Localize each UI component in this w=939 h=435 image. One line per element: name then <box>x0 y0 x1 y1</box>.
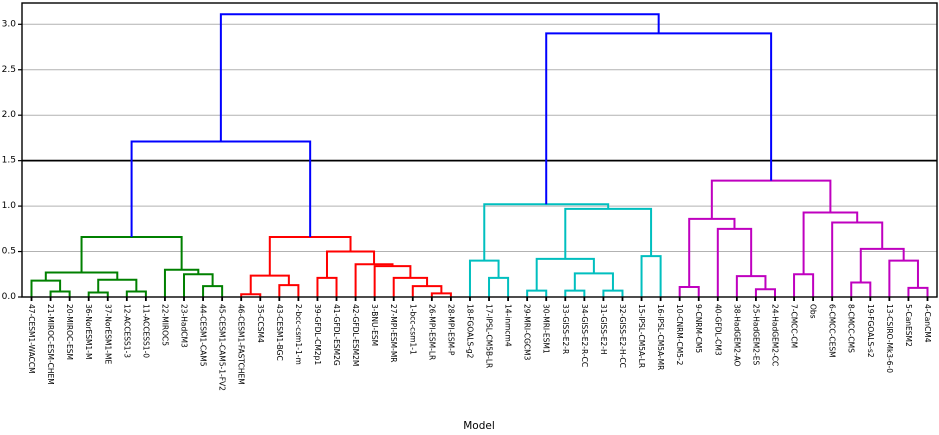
leaf-label: 29-MRI-CGCM3 <box>523 304 532 361</box>
leaf-label: 21-MIROC-ESM-CHEM <box>46 304 55 385</box>
leaf-label: 25-HadGEM2-ES <box>751 304 760 365</box>
leaf-label: 20-MIROC-ESM <box>65 304 74 360</box>
dendrogram-link-C5 <box>602 289 624 297</box>
dendrogram-link-R8 <box>373 265 412 297</box>
dendrogram-link-M4 <box>716 227 753 297</box>
leaf-label: 38-HadGEM2-AO <box>732 304 741 367</box>
y-tick-label: 1.5 <box>2 156 16 166</box>
dendrogram-link-M7 <box>850 281 872 297</box>
leaf-label: 7-CMCC-CM <box>790 304 799 348</box>
leaf-label: 47-CESM1-WACCM <box>27 304 36 374</box>
dendrogram-link-C8 <box>640 255 662 297</box>
leaf-label: 42-GFDL-ESM2M <box>351 304 360 366</box>
leaf-label: 36-NorESM1-M <box>84 304 93 359</box>
leaf-label: 10-CNRM-CM5-2 <box>675 304 684 366</box>
dendrogram-link-C4 <box>564 289 586 297</box>
leaf-label: 3-BNU-ESM <box>370 304 379 346</box>
y-tick-label: 3.0 <box>2 19 17 29</box>
dendrogram-link-G1 <box>49 290 71 297</box>
dendrogram-link-CR <box>483 203 610 261</box>
leaf-label: 5-CanESM2 <box>904 304 913 347</box>
dendrogram-link-RR <box>268 236 352 276</box>
dendrogram-link-C1 <box>488 276 510 297</box>
dendrogram-link-M2 <box>754 288 776 297</box>
leaf-label: 23-HadCM3 <box>180 304 189 348</box>
y-tick-label: 0.5 <box>2 247 16 257</box>
dendrogram-link-C7 <box>535 257 595 291</box>
plot-border <box>21 2 938 298</box>
leaf-label: 45-CESM1-CAM5-1-FV2 <box>218 304 227 391</box>
leaf-label: 8-CMCC-CMS <box>847 304 856 353</box>
dendrogram-link-M6 <box>793 273 815 297</box>
leaf-label: 37-NorESM1-ME <box>103 304 112 364</box>
leaf-label: 40-GFDL-CM3 <box>713 304 722 356</box>
leaf-label: 13-CSIRO-Mk3-6-0 <box>885 304 894 373</box>
y-tick-label: 2.5 <box>2 65 16 75</box>
leaf-label: 46-CESM1-FASTCHEM <box>237 304 246 385</box>
dendrogram-link-B3 <box>219 13 660 142</box>
leaf-label: 15-IPSL-CM5A-LR <box>637 304 646 368</box>
leaf-label: 18-FGOALS-g2 <box>465 304 474 359</box>
leaf-label: 32-GISS-E2-H-CC <box>618 304 627 368</box>
dendrogram-link-M3 <box>735 275 767 297</box>
y-tick-label: 0.0 <box>2 292 17 302</box>
leaf-label: 9-CNRM-CM5 <box>694 304 703 353</box>
dendrogram-link-M11 <box>831 221 884 297</box>
leaf-label: 4-CanCM4 <box>923 304 932 343</box>
leaf-label: 34-GISS-E2-R-CC <box>580 304 589 367</box>
leaf-label: 33-GISS-E2-R <box>561 304 570 354</box>
leaf-label: Obs <box>809 304 818 319</box>
leaf-label: 16-IPSL-CM5A-MR <box>656 304 665 370</box>
leaf-label: 12-ACCESS1-3 <box>122 304 131 358</box>
dendrogram-link-M9 <box>888 259 919 297</box>
leaf-label: 28-MPI-ESM-P <box>446 304 455 356</box>
dendrogram-link-R7 <box>392 276 429 297</box>
leaf-label: 17-IPSL-CM5B-LR <box>485 304 494 368</box>
leaf-label: 22-MIROC5 <box>160 304 169 346</box>
leaf-label: 27-MPI-ESM-MR <box>389 304 398 363</box>
dendrogram-link-M10 <box>859 247 905 283</box>
dendrogram-link-C3 <box>526 289 548 297</box>
leaf-label: 30-MRI-ESM1 <box>542 304 551 354</box>
dendrogram-link-R6 <box>411 285 443 297</box>
y-tick-label: 2.0 <box>2 110 17 120</box>
leaf-label: 35-CCSM4 <box>256 304 265 343</box>
leaf-label: 43-CESM1-BGC <box>275 304 284 361</box>
dendrogram-link-R2 <box>278 284 300 297</box>
dendrogram-link-C6 <box>573 272 614 291</box>
dendrogram-link-B1 <box>130 140 312 238</box>
leaf-label: 19-FGOALS-s2 <box>866 304 875 358</box>
leaf-label: 24-HadGEM2-CC <box>770 304 779 366</box>
x-axis-title: Model <box>463 420 495 432</box>
dendrogram-link-M8 <box>907 286 929 297</box>
dendrogram-link-G4 <box>125 290 147 297</box>
dendrogram-link-R4 <box>316 276 338 297</box>
leaf-label: 41-GFDL-ESM2G <box>332 304 341 366</box>
leaf-label: 39-GFDL-CM2p1 <box>313 304 322 365</box>
leaf-label: 14-inmcm4 <box>504 304 513 347</box>
leaf-label: 2-bcc-csm1-1-m <box>294 304 303 365</box>
leaf-label: 1-bcc-csm1-1 <box>408 304 417 355</box>
leaf-label: 26-MPI-ESM-LR <box>427 304 436 360</box>
leaf-label: 31-GISS-E2-H <box>599 304 608 355</box>
dendrogram-link-B2 <box>545 32 773 205</box>
dendrogram-link-G2 <box>30 279 62 297</box>
dendrogram-link-GR <box>80 236 183 273</box>
leaf-label: 6-CMCC-CESM <box>828 304 837 358</box>
dendrogram-link-G5 <box>97 278 138 293</box>
y-tick-label: 1.0 <box>2 201 17 211</box>
dendrogram-link-M1 <box>678 286 700 297</box>
leaf-label: 11-ACCESS1-0 <box>141 304 150 358</box>
dendrogram-link-G7 <box>202 285 224 297</box>
leaf-label: 44-CESM1-CAM5 <box>199 304 208 367</box>
